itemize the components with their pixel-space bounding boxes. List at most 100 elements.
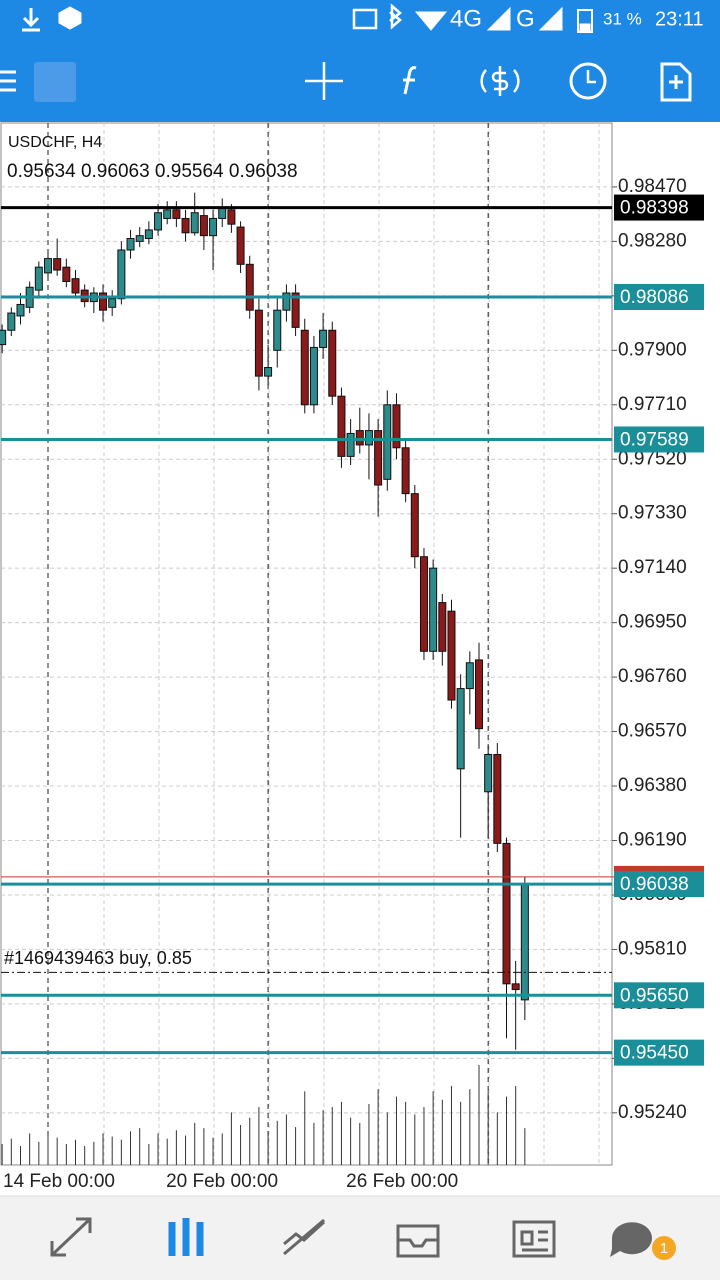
indicators-button[interactable]: [403, 66, 417, 95]
y-tick-label: 0.96190: [618, 830, 687, 851]
y-tick-label: 0.98470: [618, 176, 687, 197]
candle-body: [328, 329, 337, 397]
y-tick-label: 0.97140: [618, 557, 687, 578]
candle-body: [190, 212, 199, 234]
candle-body: [309, 346, 318, 406]
candle-body: [117, 249, 126, 300]
candle-body: [502, 842, 511, 985]
trade-button[interactable]: [480, 66, 520, 96]
news-tab[interactable]: [512, 1220, 556, 1258]
network-label: 4G: [450, 5, 482, 32]
network-label: G: [516, 5, 535, 32]
cast-icon: [352, 8, 378, 30]
candle-body: [429, 567, 438, 652]
candle-body: [282, 292, 291, 311]
candle-body: [291, 292, 300, 328]
ask-tag: [614, 865, 704, 876]
candle-body: [319, 329, 328, 348]
level-tag: [614, 284, 704, 311]
x-tick-label: 26 Feb 00:00: [346, 1171, 458, 1192]
candle-body: [7, 312, 16, 331]
level-tag: [614, 982, 704, 1009]
y-tick-label: 0.98280: [618, 230, 687, 251]
candle-body: [337, 395, 346, 457]
candle-body: [419, 556, 428, 652]
quotes-tab[interactable]: [50, 1217, 92, 1257]
candle-body: [163, 209, 172, 219]
trade-tab[interactable]: [283, 1218, 326, 1256]
y-tick-label: 0.97900: [618, 339, 687, 360]
candle-body: [484, 754, 493, 793]
candle-body: [511, 983, 520, 991]
bluetooth-icon: [389, 3, 402, 30]
candle-body: [135, 235, 144, 242]
candle-body: [154, 212, 163, 231]
candle-body: [44, 258, 52, 274]
badge: [652, 1236, 676, 1260]
history-tab[interactable]: [396, 1224, 440, 1258]
candle-body: [144, 229, 153, 240]
candle-body: [236, 226, 245, 265]
level-tag: [614, 194, 704, 221]
level-label: 0.98398: [620, 198, 689, 219]
toolbar: [0, 62, 692, 102]
level-tag: [614, 1039, 704, 1066]
wifi-icon: [414, 11, 448, 31]
chart-title: USDCHF, H4: [8, 134, 102, 151]
clock: 23:11: [655, 8, 704, 30]
download-icon: [22, 8, 40, 32]
level-label: 0.98086: [620, 287, 689, 308]
level-label: 0.95650: [620, 985, 689, 1006]
app-logo[interactable]: [34, 62, 76, 102]
plot-area: [0, 122, 613, 1166]
candle-body: [181, 217, 190, 234]
level-tag: [614, 871, 704, 898]
x-tick-label: 20 Feb 00:00: [166, 1171, 278, 1192]
candle-body: [374, 430, 383, 486]
candle-body: [355, 430, 364, 446]
shield-icon: [58, 6, 82, 30]
battery-icon: [577, 9, 593, 33]
menu-button[interactable]: [0, 70, 16, 92]
candle-body: [172, 209, 181, 219]
messages-tab[interactable]: [610, 1222, 652, 1257]
candle-body: [392, 404, 401, 449]
candle-body: [227, 209, 236, 225]
new-order-button[interactable]: [660, 62, 692, 102]
crosshair-button[interactable]: [305, 62, 343, 100]
signal-icon: [538, 6, 563, 31]
candle-body: [465, 662, 474, 690]
y-tick-label: 0.97520: [618, 448, 687, 469]
candle-body: [0, 329, 7, 346]
candle-body: [273, 309, 282, 351]
candle-body: [245, 263, 254, 311]
candle-body: [53, 258, 62, 271]
order-label: #1469439463 buy, 0.85: [4, 948, 192, 968]
candle-body: [438, 602, 447, 652]
battery-label: 31 %: [603, 9, 642, 28]
y-tick-label: 0.95810: [618, 938, 687, 959]
level-label: 0.95450: [620, 1043, 689, 1064]
y-tick-label: 0.96760: [618, 666, 687, 687]
y-tick-label: 0.96950: [618, 612, 687, 633]
period-button[interactable]: [569, 62, 607, 100]
chart: 0.984700.982800.980900.979000.977100.975…: [0, 122, 704, 1192]
candle-body: [401, 447, 410, 495]
nav-icons: [50, 1217, 652, 1258]
candle-body: [254, 309, 263, 377]
candle-body: [447, 610, 456, 701]
y-tick-label: 0.96570: [618, 721, 687, 742]
candle-body: [62, 266, 71, 283]
candle-body: [300, 329, 309, 406]
candle-body: [34, 266, 43, 291]
signal-icon: [486, 6, 511, 31]
badge-count: 1: [660, 1240, 668, 1257]
x-tick-label: 14 Feb 00:00: [3, 1171, 115, 1192]
candle-body: [71, 278, 80, 294]
chart-tab[interactable]: [168, 1218, 204, 1256]
candle-body: [520, 883, 529, 1001]
y-tick-label: 0.97710: [618, 394, 687, 415]
y-tick-label: 0.95240: [618, 1102, 687, 1123]
candle-body: [16, 303, 25, 317]
